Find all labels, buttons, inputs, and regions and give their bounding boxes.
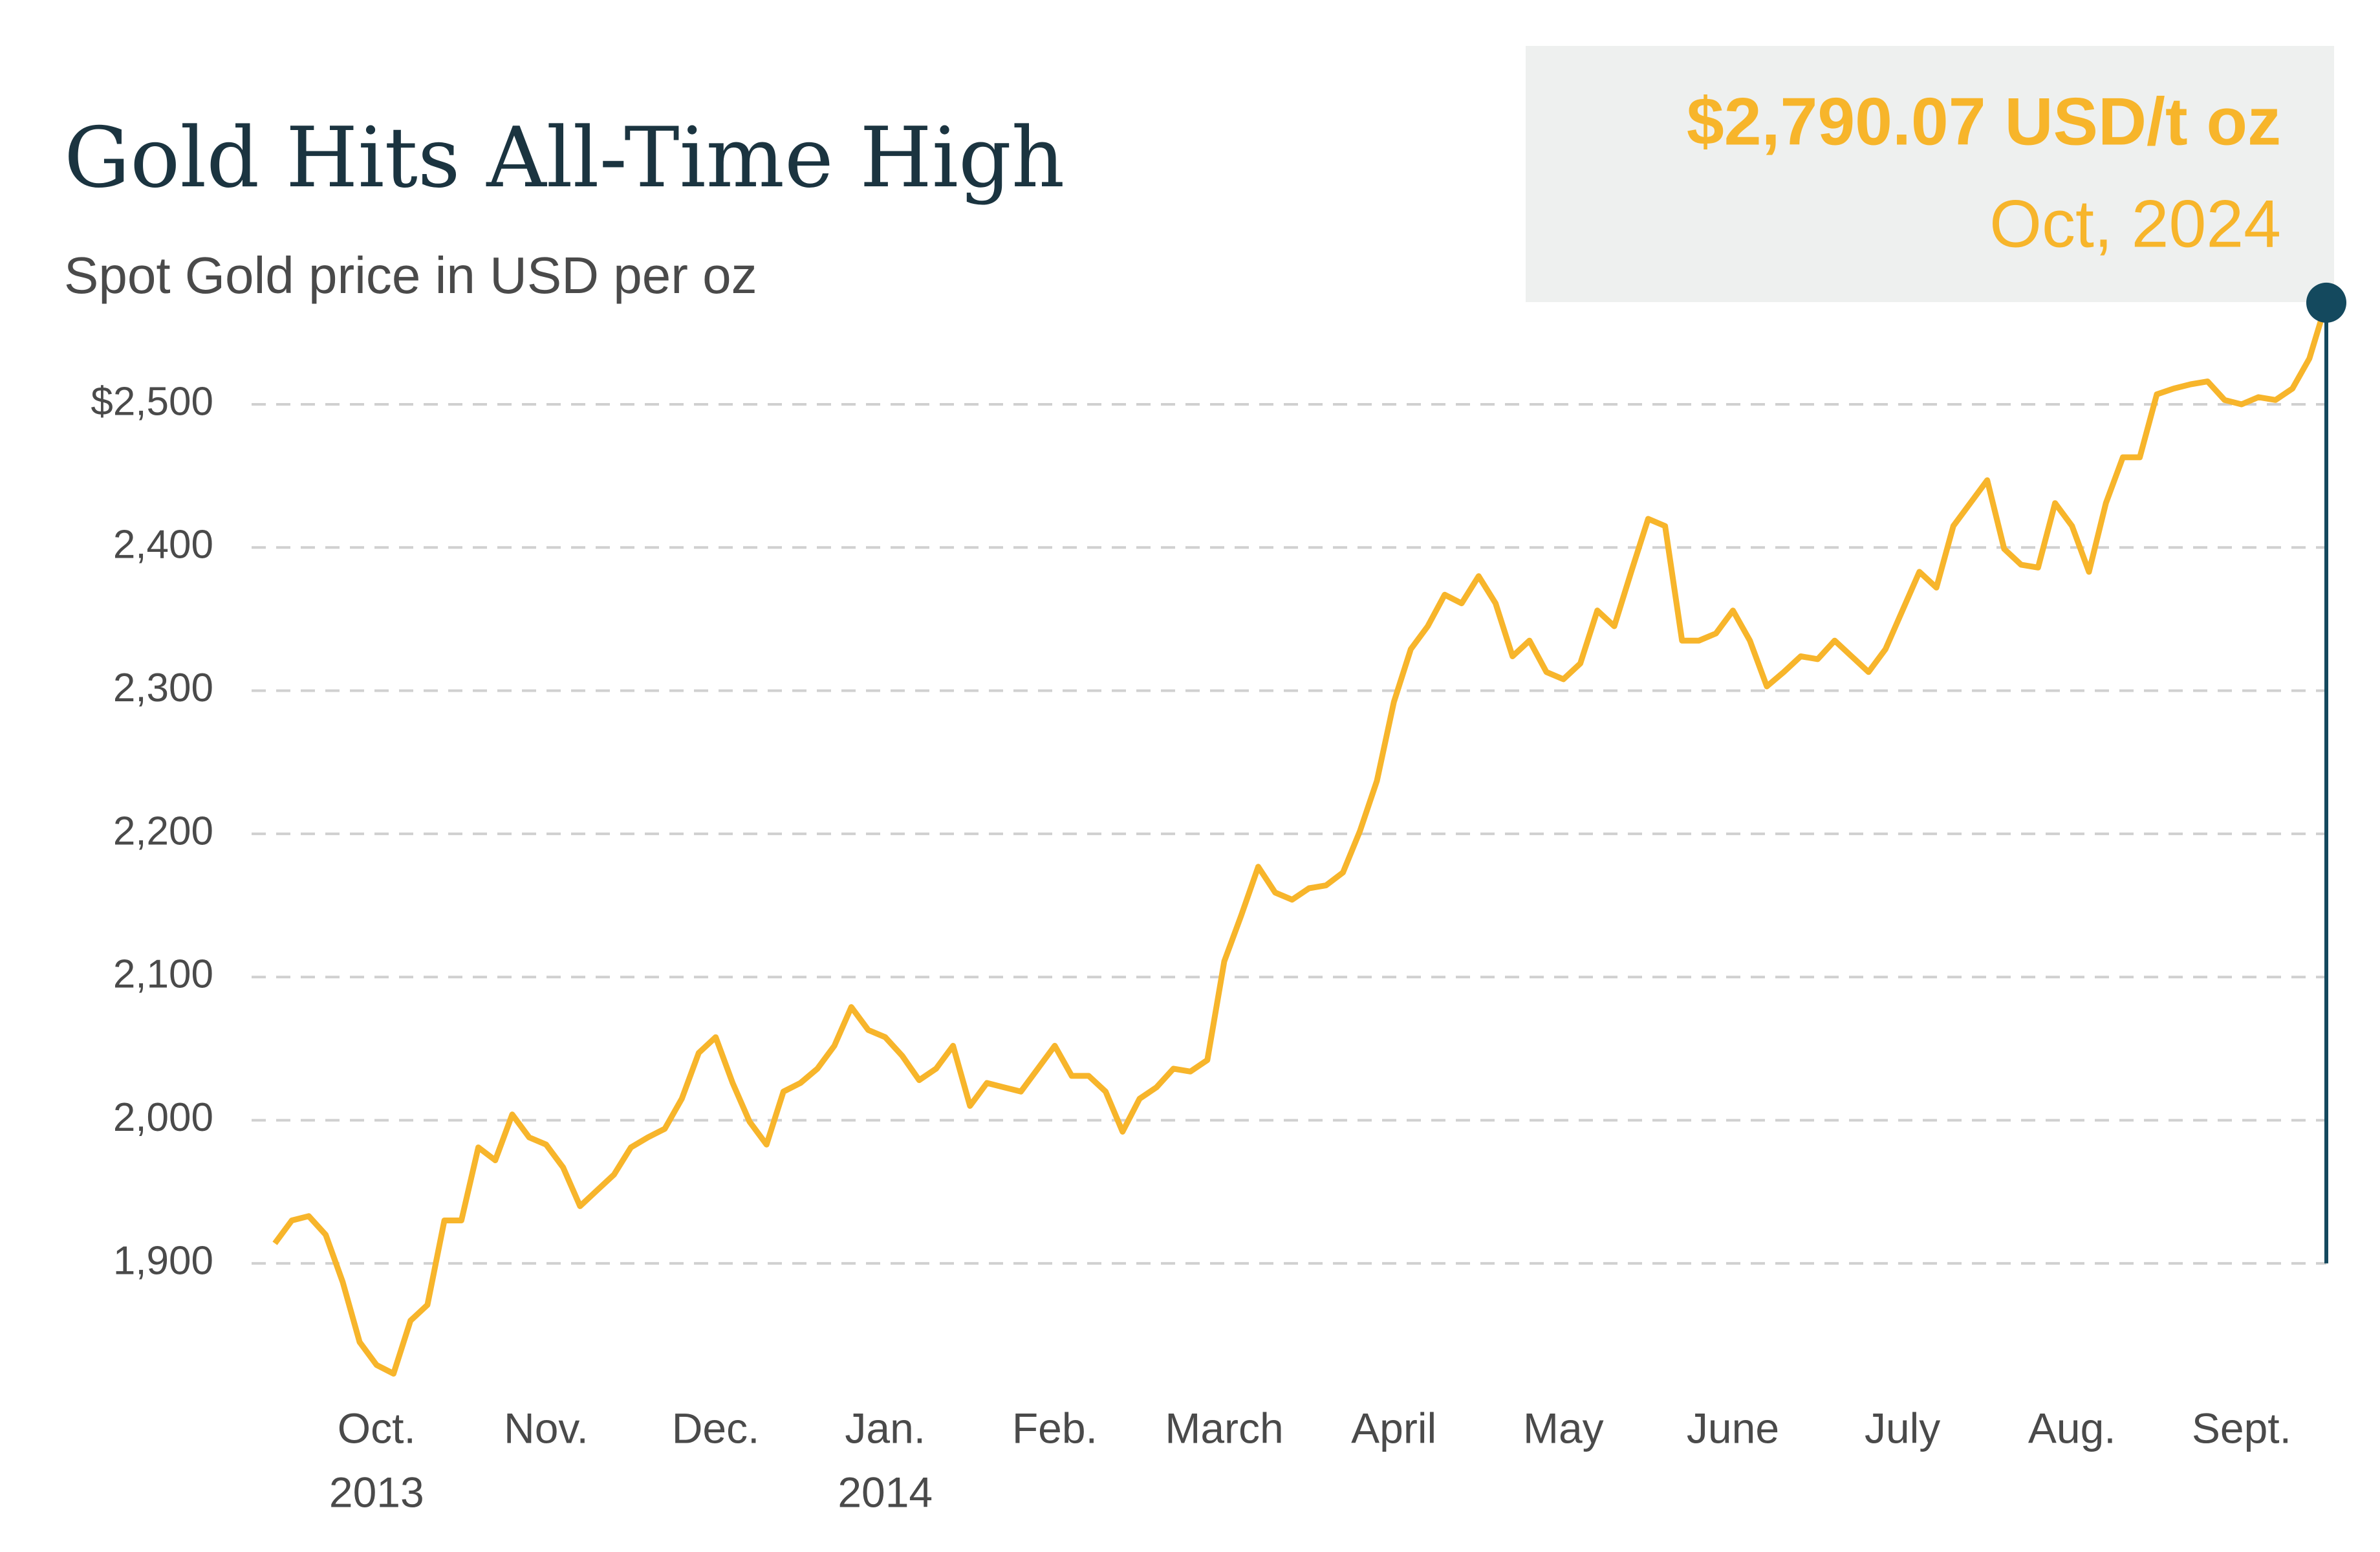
x-year-label: 2013 — [329, 1468, 424, 1516]
x-tick-label: May — [1523, 1404, 1604, 1452]
chart-subtitle: Spot Gold price in USD per oz — [64, 246, 757, 304]
x-tick-label: Oct. — [338, 1404, 416, 1452]
x-year-label: 2014 — [838, 1468, 933, 1516]
x-tick-label: Dec. — [672, 1404, 760, 1452]
y-tick-label: 2,000 — [113, 1095, 213, 1140]
y-tick-label: $2,500 — [91, 379, 213, 424]
y-tick-label: 2,200 — [113, 809, 213, 853]
x-tick-label: April — [1351, 1404, 1436, 1452]
latest-point — [2306, 282, 2346, 323]
headline: $2,790.07 USD/t oz — [1687, 84, 2281, 159]
headline-box — [1526, 46, 2334, 302]
price-line — [272, 301, 2330, 1377]
x-tick-label: July — [1865, 1404, 1940, 1452]
y-tick-label: 2,100 — [113, 952, 213, 997]
headline-date: Oct, 2024 — [1989, 186, 2281, 261]
x-tick-label: Aug. — [2028, 1404, 2116, 1452]
y-tick-label: 1,900 — [113, 1238, 213, 1283]
x-tick-label: Jan. — [845, 1404, 925, 1452]
x-tick-label: Sept. — [2192, 1404, 2291, 1452]
chart-title: Gold Hits All-Time High — [64, 110, 1065, 206]
x-tick-label: Nov. — [504, 1404, 589, 1452]
x-tick-label: June — [1687, 1404, 1779, 1452]
x-tick-label: Feb. — [1012, 1404, 1098, 1452]
y-tick-label: 2,300 — [113, 666, 213, 710]
x-tick-label: March — [1165, 1404, 1283, 1452]
y-tick-label: 2,400 — [113, 523, 213, 567]
